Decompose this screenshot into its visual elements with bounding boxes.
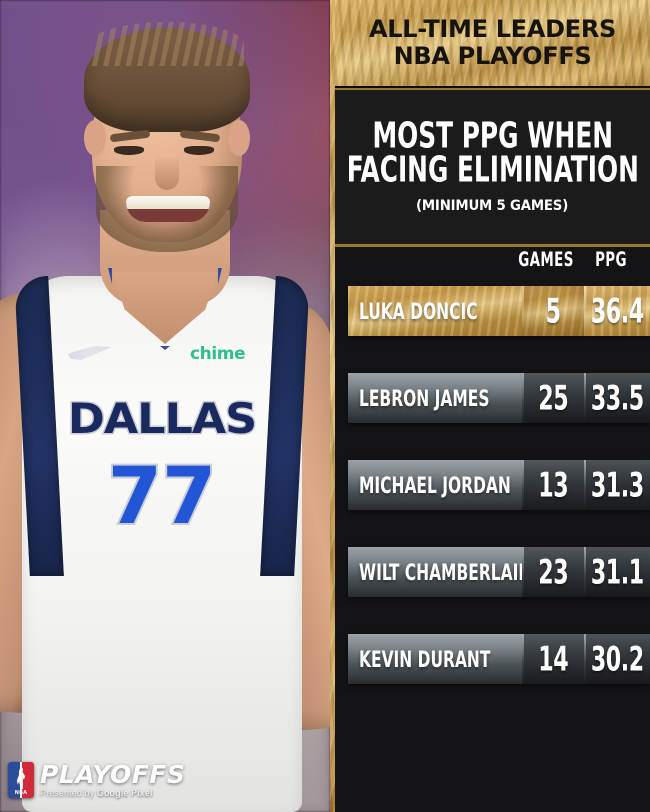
games-value: 23 — [538, 552, 568, 592]
row-ppg-cell: 30.2 — [584, 634, 650, 684]
player-name: LUKA DONCIC — [359, 297, 478, 325]
playoffs-wordmark: PLAYOFFS — [40, 760, 186, 789]
games-value: 13 — [538, 465, 568, 505]
jersey-sponsor-logo: chime — [190, 344, 246, 364]
nba-logo-silhouette — [16, 767, 26, 789]
player-photo: chime DALLAS 77 NBA PLAYOFFS Presented b… — [0, 0, 330, 812]
row-name-cell: WILT CHAMBERLAIN — [348, 547, 531, 597]
ppg-value: 30.2 — [590, 639, 644, 679]
table-row: KEVIN DURANT 14 30.2 — [348, 634, 650, 684]
player-name: WILT CHAMBERLAIN — [359, 558, 532, 586]
row-ppg-cell: 36.4 — [584, 286, 650, 336]
row-games-cell: 5 — [522, 286, 584, 336]
row-ppg-cell: 31.3 — [584, 460, 650, 510]
ppg-value: 31.1 — [590, 552, 644, 592]
title-line-2: FACING ELIMINATION — [346, 149, 639, 192]
row-name-cell: MICHAEL JORDAN — [348, 460, 522, 510]
nba-playoffs-lockup: NBA PLAYOFFS Presented by Google Pixel — [8, 762, 185, 798]
games-value: 5 — [545, 291, 561, 331]
row-ppg-cell: 33.5 — [584, 373, 650, 423]
table-row: LUKA DONCIC 5 36.4 — [348, 286, 650, 336]
panel-gold-edge — [330, 0, 335, 812]
player-mouth — [126, 196, 210, 222]
player-figure: chime DALLAS 77 — [0, 22, 330, 812]
row-name-cell: LEBRON JAMES — [348, 373, 522, 423]
row-games-cell: 14 — [522, 634, 584, 684]
row-games-cell: 13 — [522, 460, 584, 510]
presented-brand: Google Pixel — [96, 788, 153, 798]
leaderboard-rows: LUKA DONCIC 5 36.4 LEBRON JAMES 25 33.5 MICHAE… — [335, 286, 650, 721]
games-value: 25 — [538, 378, 568, 418]
jersey-team-name: DALLAS — [66, 393, 259, 445]
row-games-cell: 25 — [522, 373, 584, 423]
header-line-2: NBA PLAYOFFS — [393, 42, 592, 70]
column-headers: GAMES PPG — [335, 248, 650, 280]
player-torso — [22, 276, 302, 812]
column-header-ppg: PPG — [595, 248, 627, 272]
presented-prefix: Presented by — [40, 788, 97, 798]
nba-logo-icon: NBA — [8, 762, 34, 798]
player-name: KEVIN DURANT — [359, 645, 491, 673]
header-banner: ALL-TIME LEADERS NBA PLAYOFFS — [335, 0, 650, 88]
player-eye-right — [184, 146, 214, 155]
presented-by: Presented by Google Pixel — [40, 788, 185, 798]
player-hair — [84, 22, 250, 132]
ppg-value: 36.4 — [590, 291, 644, 331]
player-ear-left — [84, 120, 106, 156]
title-block: MOST PPG WHEN FACING ELIMINATION (MINIMU… — [335, 88, 650, 247]
player-ear-right — [228, 120, 250, 156]
player-eye-left — [114, 146, 144, 155]
games-value: 14 — [538, 639, 568, 679]
player-teeth — [126, 196, 210, 209]
nba-logo-text: NBA — [14, 790, 28, 796]
row-name-cell: LUKA DONCIC — [348, 286, 522, 336]
column-header-games: GAMES — [518, 248, 574, 272]
title-subtitle: (MINIMUM 5 GAMES) — [416, 198, 569, 214]
ppg-value: 33.5 — [590, 378, 644, 418]
player-name: LEBRON JAMES — [359, 384, 490, 412]
row-games-cell: 23 — [522, 547, 584, 597]
table-row: MICHAEL JORDAN 13 31.3 — [348, 460, 650, 510]
row-ppg-cell: 31.1 — [584, 547, 650, 597]
jersey-number: 77 — [106, 450, 219, 544]
ppg-value: 31.3 — [590, 465, 644, 505]
table-row: LEBRON JAMES 25 33.5 — [348, 373, 650, 423]
title-line-1: MOST PPG WHEN — [372, 115, 613, 158]
player-name: MICHAEL JORDAN — [359, 471, 511, 499]
stats-panel: ALL-TIME LEADERS NBA PLAYOFFS MOST PPG W… — [330, 0, 650, 812]
table-row: WILT CHAMBERLAIN 23 31.1 — [348, 547, 650, 597]
row-name-cell: KEVIN DURANT — [348, 634, 522, 684]
header-line-1: ALL-TIME LEADERS — [368, 15, 617, 43]
lockup-text: PLAYOFFS Presented by Google Pixel — [40, 762, 185, 798]
